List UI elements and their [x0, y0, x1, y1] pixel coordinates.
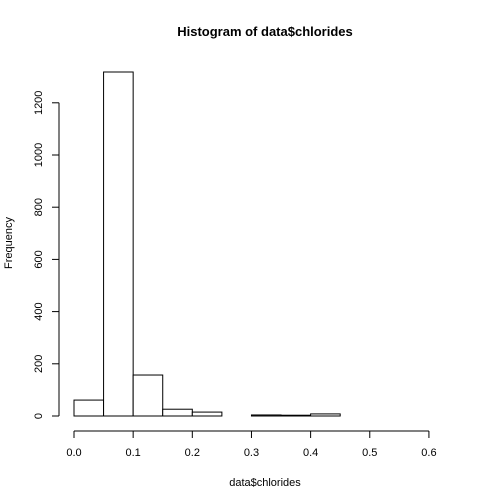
- histogram-bar-1: [103, 71, 134, 417]
- x-axis: 0.0 0.1 0.2 0.3 0.4 0.5 0.6: [66, 430, 437, 459]
- histogram-bar-3: [162, 408, 193, 417]
- histogram-bar-2: [132, 374, 164, 417]
- y-tick-label-6: 1200: [33, 91, 45, 115]
- y-axis: 0 200 400 600 800 1000 1200: [33, 91, 60, 419]
- bars-group: [73, 71, 341, 417]
- histogram-bar-6: [250, 414, 282, 417]
- y-axis-label: Frequency: [3, 217, 15, 269]
- x-tick-label-6: 0.6: [421, 447, 436, 459]
- y-tick-label-0: 0: [33, 413, 45, 419]
- histogram-bar-0: [73, 399, 105, 417]
- y-tick-label-4: 800: [33, 198, 45, 216]
- x-tick-label-2: 0.2: [185, 447, 200, 459]
- x-tick-label-1: 0.1: [126, 447, 141, 459]
- y-tick-label-1: 200: [33, 355, 45, 373]
- x-tick-label-5: 0.5: [362, 447, 377, 459]
- x-axis-label: data$chlorides: [229, 477, 301, 489]
- histogram-bar-7: [280, 414, 312, 417]
- x-tick-label-4: 0.4: [303, 447, 318, 459]
- y-tick-label-3: 600: [33, 250, 45, 268]
- y-tick-label-2: 400: [33, 302, 45, 320]
- x-tick-label-3: 0.3: [244, 447, 259, 459]
- y-tick-label-5: 1000: [33, 143, 45, 167]
- histogram-bar-8: [310, 413, 341, 417]
- x-tick-label-0: 0.0: [66, 447, 81, 459]
- chart-title: Histogram of data$chlorides: [177, 24, 353, 39]
- histogram-bar-4: [191, 411, 223, 417]
